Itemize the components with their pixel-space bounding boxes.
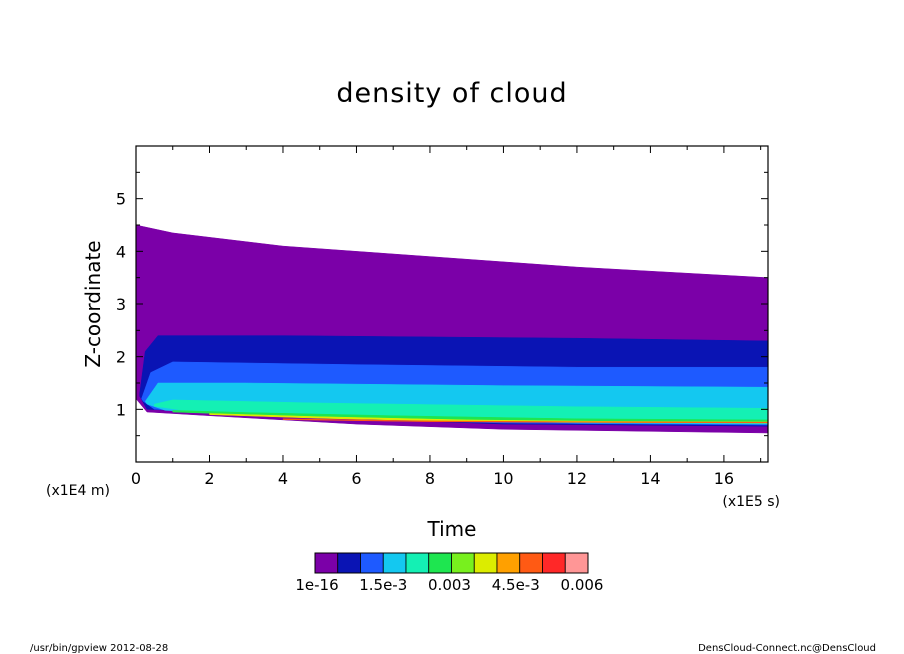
y-axis-label: Z-coordinate bbox=[81, 240, 105, 367]
colorbar-swatch bbox=[382, 552, 407, 574]
colorbar-swatch bbox=[314, 552, 339, 574]
colorbar-label: 0.003 bbox=[428, 576, 471, 594]
footer-left: /usr/bin/gpview 2012-08-28 bbox=[30, 643, 168, 654]
y-axis: 1 2 3 4 5 bbox=[116, 171, 768, 437]
colorbar-swatch bbox=[337, 552, 361, 574]
colorbar-label: 1.5e-3 bbox=[359, 576, 407, 594]
colorbar-swatch bbox=[451, 552, 475, 574]
x-tick-label: 0 bbox=[131, 469, 141, 488]
chart-title: density of cloud bbox=[336, 78, 567, 109]
y-tick-label: 5 bbox=[116, 190, 126, 209]
y-axis-unit: (x1E4 m) bbox=[46, 483, 110, 499]
x-axis: 0 2 4 6 8 10 12 14 16 bbox=[131, 146, 762, 488]
colorbar-frame bbox=[314, 552, 589, 574]
colorbar-label: 4.5e-3 bbox=[492, 576, 540, 594]
y-tick-label: 3 bbox=[116, 295, 126, 314]
x-tick-label: 8 bbox=[425, 469, 435, 488]
y-tick-label: 2 bbox=[116, 348, 126, 367]
colorbar-swatch bbox=[360, 552, 384, 574]
y-tick-label: 1 bbox=[116, 400, 126, 419]
colorbar-swatch bbox=[405, 552, 430, 574]
x-axis-unit: (x1E5 s) bbox=[722, 494, 780, 510]
colorbar: 1e-16 1.5e-3 0.003 4.5e-3 0.006 bbox=[295, 552, 604, 594]
colorbar-label: 0.006 bbox=[561, 576, 604, 594]
x-tick-label: 16 bbox=[714, 469, 734, 488]
x-tick-label: 2 bbox=[204, 469, 214, 488]
x-tick-label: 12 bbox=[567, 469, 587, 488]
plot-area bbox=[135, 224, 769, 434]
x-tick-label: 10 bbox=[493, 469, 513, 488]
colorbar-label: 1e-16 bbox=[295, 576, 338, 594]
x-axis-label: Time bbox=[427, 517, 477, 541]
colorbar-swatch bbox=[428, 552, 452, 574]
x-tick-label: 14 bbox=[640, 469, 660, 488]
colorbar-swatch bbox=[496, 552, 521, 574]
y-tick-label: 4 bbox=[116, 242, 126, 261]
colorbar-swatch bbox=[542, 552, 566, 574]
colorbar-swatch bbox=[564, 552, 589, 574]
colorbar-swatch bbox=[473, 552, 498, 574]
x-tick-label: 4 bbox=[278, 469, 288, 488]
x-tick-label: 6 bbox=[351, 469, 361, 488]
footer-right: DensCloud-Connect.nc@DensCloud bbox=[698, 643, 876, 654]
colorbar-swatch bbox=[519, 552, 543, 574]
